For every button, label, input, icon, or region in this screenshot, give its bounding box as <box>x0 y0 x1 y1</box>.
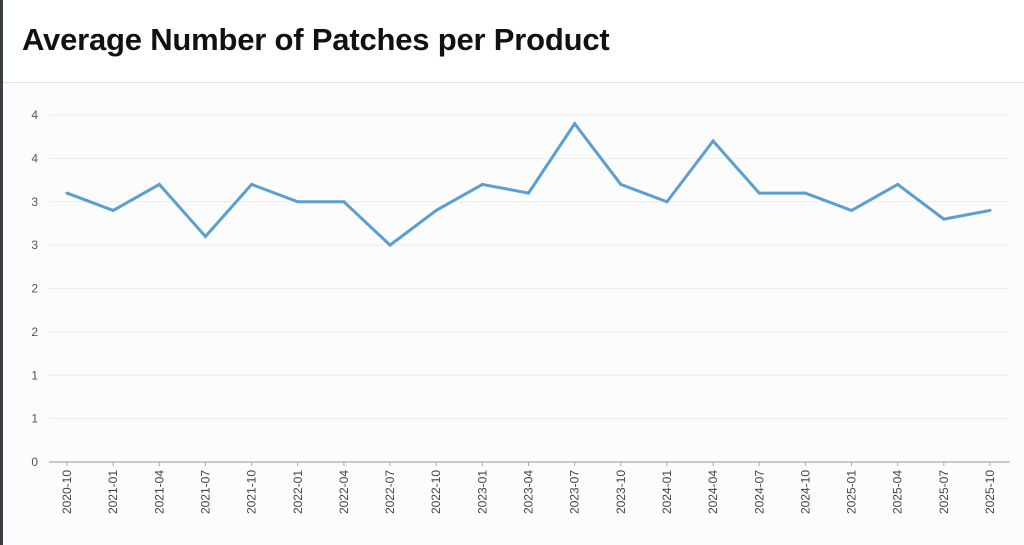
x-tick-label: 2025-07 <box>937 470 951 514</box>
x-tick-label: 2025-01 <box>845 470 859 514</box>
x-tick-label: 2025-04 <box>891 470 905 514</box>
data-point <box>203 234 207 238</box>
x-tick-label: 2021-04 <box>152 470 166 514</box>
x-tick-label: 2023-01 <box>475 470 489 514</box>
data-point <box>850 208 854 212</box>
x-tick-label: 2020-10 <box>60 470 74 514</box>
y-tick-label: 3 <box>31 238 38 252</box>
y-tick-label: 0 <box>31 455 38 469</box>
x-tick-label: 2024-04 <box>706 470 720 514</box>
plot-background <box>3 83 1024 545</box>
x-tick-label: 2021-10 <box>245 470 259 514</box>
window-edge <box>0 0 3 545</box>
x-tick-label: 2022-07 <box>383 470 397 514</box>
x-tick-label: 2022-10 <box>429 470 443 514</box>
data-point <box>65 191 69 195</box>
data-point <box>480 182 484 186</box>
series-line <box>66 121 991 248</box>
y-tick-label: 1 <box>31 368 38 382</box>
x-tick-label: 2023-04 <box>522 470 536 514</box>
x-tick-label: 2025-10 <box>983 470 997 514</box>
x-tick-label: 2022-01 <box>291 470 305 514</box>
x-tick-label: 2024-07 <box>752 470 766 514</box>
x-tick-label: 2021-07 <box>198 470 212 514</box>
y-tick-label: 1 <box>31 412 38 426</box>
data-point <box>388 243 392 247</box>
data-point <box>757 191 761 195</box>
x-tick-label: 2021-01 <box>106 470 120 514</box>
data-point <box>434 208 438 212</box>
y-tick-label: 2 <box>31 325 38 339</box>
y-tick-label: 2 <box>31 282 38 296</box>
data-point <box>250 182 254 186</box>
chart-title: Average Number of Patches per Product <box>22 22 610 57</box>
data-point <box>988 208 992 212</box>
x-tick-label: 2024-10 <box>798 470 812 514</box>
y-tick-label: 4 <box>31 108 38 122</box>
x-tick-label: 2022-04 <box>337 470 351 514</box>
data-point <box>157 182 161 186</box>
x-tick-label: 2023-10 <box>614 470 628 514</box>
data-point <box>619 182 623 186</box>
chart-header: Average Number of Patches per Product <box>3 0 1024 83</box>
x-tick-label: 2024-01 <box>660 470 674 514</box>
data-point <box>803 191 807 195</box>
y-tick-label: 3 <box>31 195 38 209</box>
data-point <box>711 139 715 143</box>
data-point <box>942 217 946 221</box>
data-point <box>111 208 115 212</box>
x-tick-label: 2023-07 <box>568 470 582 514</box>
data-point <box>896 182 900 186</box>
data-point <box>573 122 577 126</box>
data-point <box>342 200 346 204</box>
data-point <box>527 191 530 195</box>
data-point <box>296 200 300 204</box>
data-point <box>665 200 669 204</box>
y-tick-label: 4 <box>31 151 38 165</box>
